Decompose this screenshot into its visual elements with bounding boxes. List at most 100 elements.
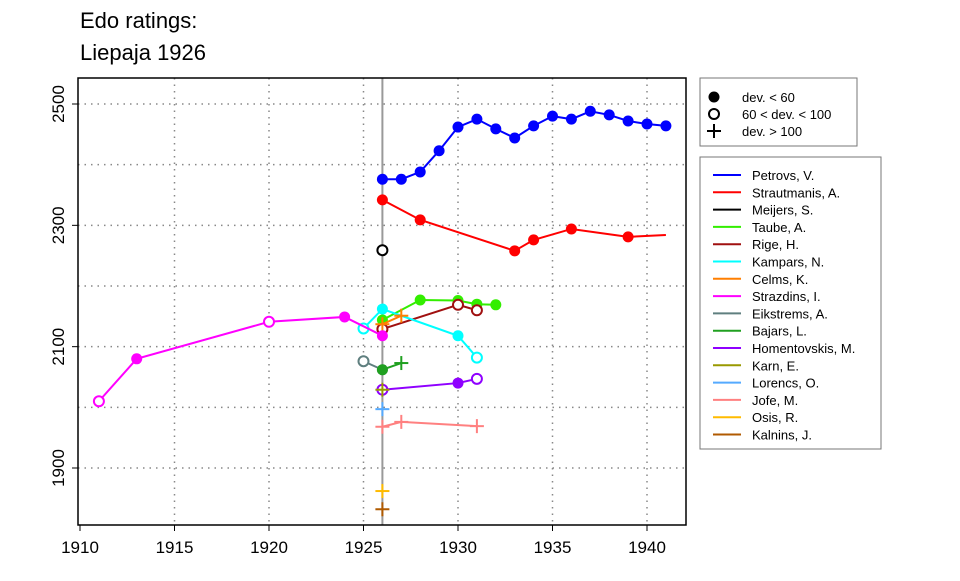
series-strautmanis-a [376,194,666,257]
legend-open-marker-icon [708,108,720,120]
data-point [660,120,672,132]
legend-label: Kalnins, J. [752,428,812,443]
data-point [375,382,390,397]
data-point [376,364,388,376]
series-karn-e [375,382,390,397]
data-point [394,308,409,323]
axes: 1910 1915 1920 1925 1930 1935 1940 1900 2100 2300… [49,85,666,557]
chart-title-line2: Liepaja 1926 [80,40,206,65]
legend-label: Karn, E. [752,358,799,373]
data-point [565,113,577,125]
series-strazdins-i [92,311,388,408]
player-legend: Petrovs, V. Strautmanis, A. Meijers, S. Tau… [699,156,882,450]
data-point [357,355,370,368]
data-point [490,123,502,135]
series-celms-k [375,308,409,332]
legend-label: Kampars, N. [752,255,824,270]
x-tick-label: 1910 [61,538,99,557]
series-petrovs-v [376,105,672,185]
series-osis-r [375,484,390,499]
series-lorencs-o [375,402,390,417]
x-tick-label: 1940 [628,538,666,557]
plot-frame [77,77,687,526]
data-point [394,356,409,371]
data-point [547,110,558,122]
data-point [470,351,483,364]
y-tick-label: 1900 [49,449,68,487]
x-tick-label: 1925 [345,538,383,557]
series-layer [92,105,672,517]
data-point [339,311,351,323]
marker-legend-label: dev. < 60 [742,90,795,105]
data-point [433,145,445,157]
y-tick-label: 2500 [49,85,68,123]
legend-label: Eikstrems, A. [752,306,828,321]
grid [78,78,686,525]
data-point [490,299,502,311]
data-point [375,502,390,517]
x-tick-label: 1915 [156,538,194,557]
data-point [92,395,105,408]
series-meijers-s [376,244,389,257]
data-point [452,330,464,342]
data-point [452,377,464,389]
data-point [375,484,390,499]
data-point [452,298,464,311]
legend-label: Bajars, L. [752,324,807,339]
data-point [394,414,409,429]
marker-legend-label: 60 < dev. < 100 [742,107,831,122]
data-point [414,294,426,306]
data-point [470,372,483,385]
marker-legend-label: dev. > 100 [742,124,802,139]
data-point [376,303,388,315]
data-point [375,317,390,332]
series-line [362,307,478,359]
data-point [622,115,634,127]
data-point [565,223,577,235]
data-point [584,105,596,117]
series-bajars-l [376,356,409,376]
data-point [376,194,388,206]
data-point [414,214,426,226]
series-line [381,314,402,326]
x-tick-label: 1930 [439,538,477,557]
series-rige-h [376,298,483,336]
data-point [395,173,407,185]
marker-legend-box [699,77,858,147]
legend-label: Lorencs, O. [752,376,819,391]
chart-title-line1: Edo ratings: [80,8,197,33]
data-point [376,330,388,342]
data-point [641,118,653,130]
marker-legend: dev. < 60 60 < dev. < 100 dev. > 100 [699,77,858,147]
data-point [414,166,426,178]
legend-label: Strautmanis, A. [752,185,840,200]
series-line [381,198,666,252]
data-point [469,419,484,434]
x-tick-label: 1920 [250,538,288,557]
data-point [471,113,483,125]
data-point [470,304,483,317]
y-tick-label: 2100 [49,328,68,366]
series-kalnins-j [375,502,390,517]
data-point [528,120,540,132]
data-point [622,231,634,243]
legend-label: Rige, H. [752,237,799,252]
legend-label: Osis, R. [752,410,798,425]
x-tick-label: 1935 [534,538,572,557]
legend-filled-marker-icon [708,91,720,103]
data-point [376,244,389,257]
y-tick-label: 2300 [49,206,68,244]
data-point [509,132,521,144]
legend-label: Strazdins, I. [752,289,821,304]
legend-plus-marker-icon [707,124,721,138]
legend-label: Taube, A. [752,220,806,235]
data-point [509,245,521,257]
data-point [376,173,388,185]
data-point [263,315,275,328]
series-homentovskis-m [376,372,483,396]
data-point [375,419,390,434]
data-point [375,402,390,417]
data-point [603,109,615,121]
legend-label: Celms, K. [752,272,808,287]
